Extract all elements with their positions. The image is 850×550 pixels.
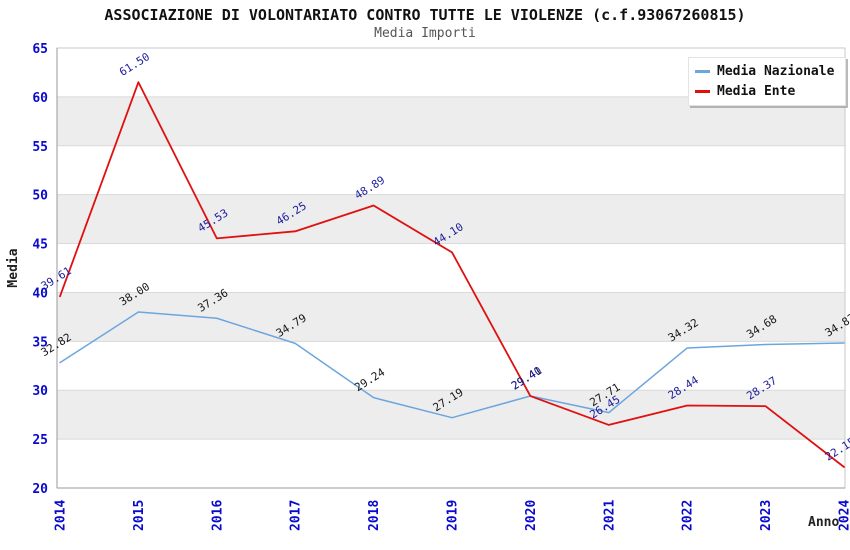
series-line-media-ente [59, 81, 845, 468]
y-tick-label: 35 [32, 335, 48, 350]
x-axis-title: Anno [808, 515, 840, 530]
legend-item-media-nazionale: Media Nazionale [695, 63, 839, 80]
y-tick-label: 25 [32, 433, 48, 448]
x-tick-label: 2022 [681, 500, 696, 531]
legend-label-media-ente: Media Ente [717, 84, 796, 99]
x-tick-label: 2021 [602, 500, 617, 531]
point-label-media-ente: 61.50 [117, 50, 152, 79]
x-tick-label: 2018 [367, 500, 382, 531]
chart-subtitle: Media Importi [374, 26, 476, 41]
point-label-media-ente: 39.61 [39, 264, 74, 293]
y-tick-label: 55 [32, 140, 48, 155]
plot-band [57, 292, 845, 342]
legend-label-media-nazionale: Media Nazionale [717, 64, 835, 79]
media-ente-line-icon [695, 90, 710, 93]
y-axis-title: Media [6, 248, 21, 288]
y-tick-label: 30 [32, 384, 48, 399]
y-tick-label: 65 [32, 42, 48, 57]
chart-title: ASSOCIAZIONE DI VOLONTARIATO CONTRO TUTT… [104, 6, 746, 24]
y-tick-label: 50 [32, 189, 48, 204]
x-tick-label: 2023 [759, 500, 774, 531]
plot-band [57, 194, 845, 244]
legend-item-media-ente: Media Ente [695, 83, 839, 100]
series-line-media-nazionale [59, 311, 845, 419]
x-tick-label: 2020 [524, 500, 539, 531]
x-tick-label: 2024 [838, 500, 850, 531]
plot-band [57, 390, 845, 440]
x-tick-label: 2015 [132, 500, 147, 531]
y-tick-label: 45 [32, 238, 48, 253]
legend: Media Nazionale Media Ente [688, 57, 846, 106]
y-tick-label: 60 [32, 91, 48, 106]
y-tick-label: 40 [32, 286, 48, 301]
y-tick-label: 20 [32, 482, 48, 497]
x-tick-label: 2019 [446, 500, 461, 531]
x-tick-label: 2017 [289, 500, 304, 531]
x-tick-label: 2016 [210, 500, 225, 531]
media-nazionale-line-icon [695, 70, 710, 73]
x-tick-label: 2014 [54, 500, 69, 531]
